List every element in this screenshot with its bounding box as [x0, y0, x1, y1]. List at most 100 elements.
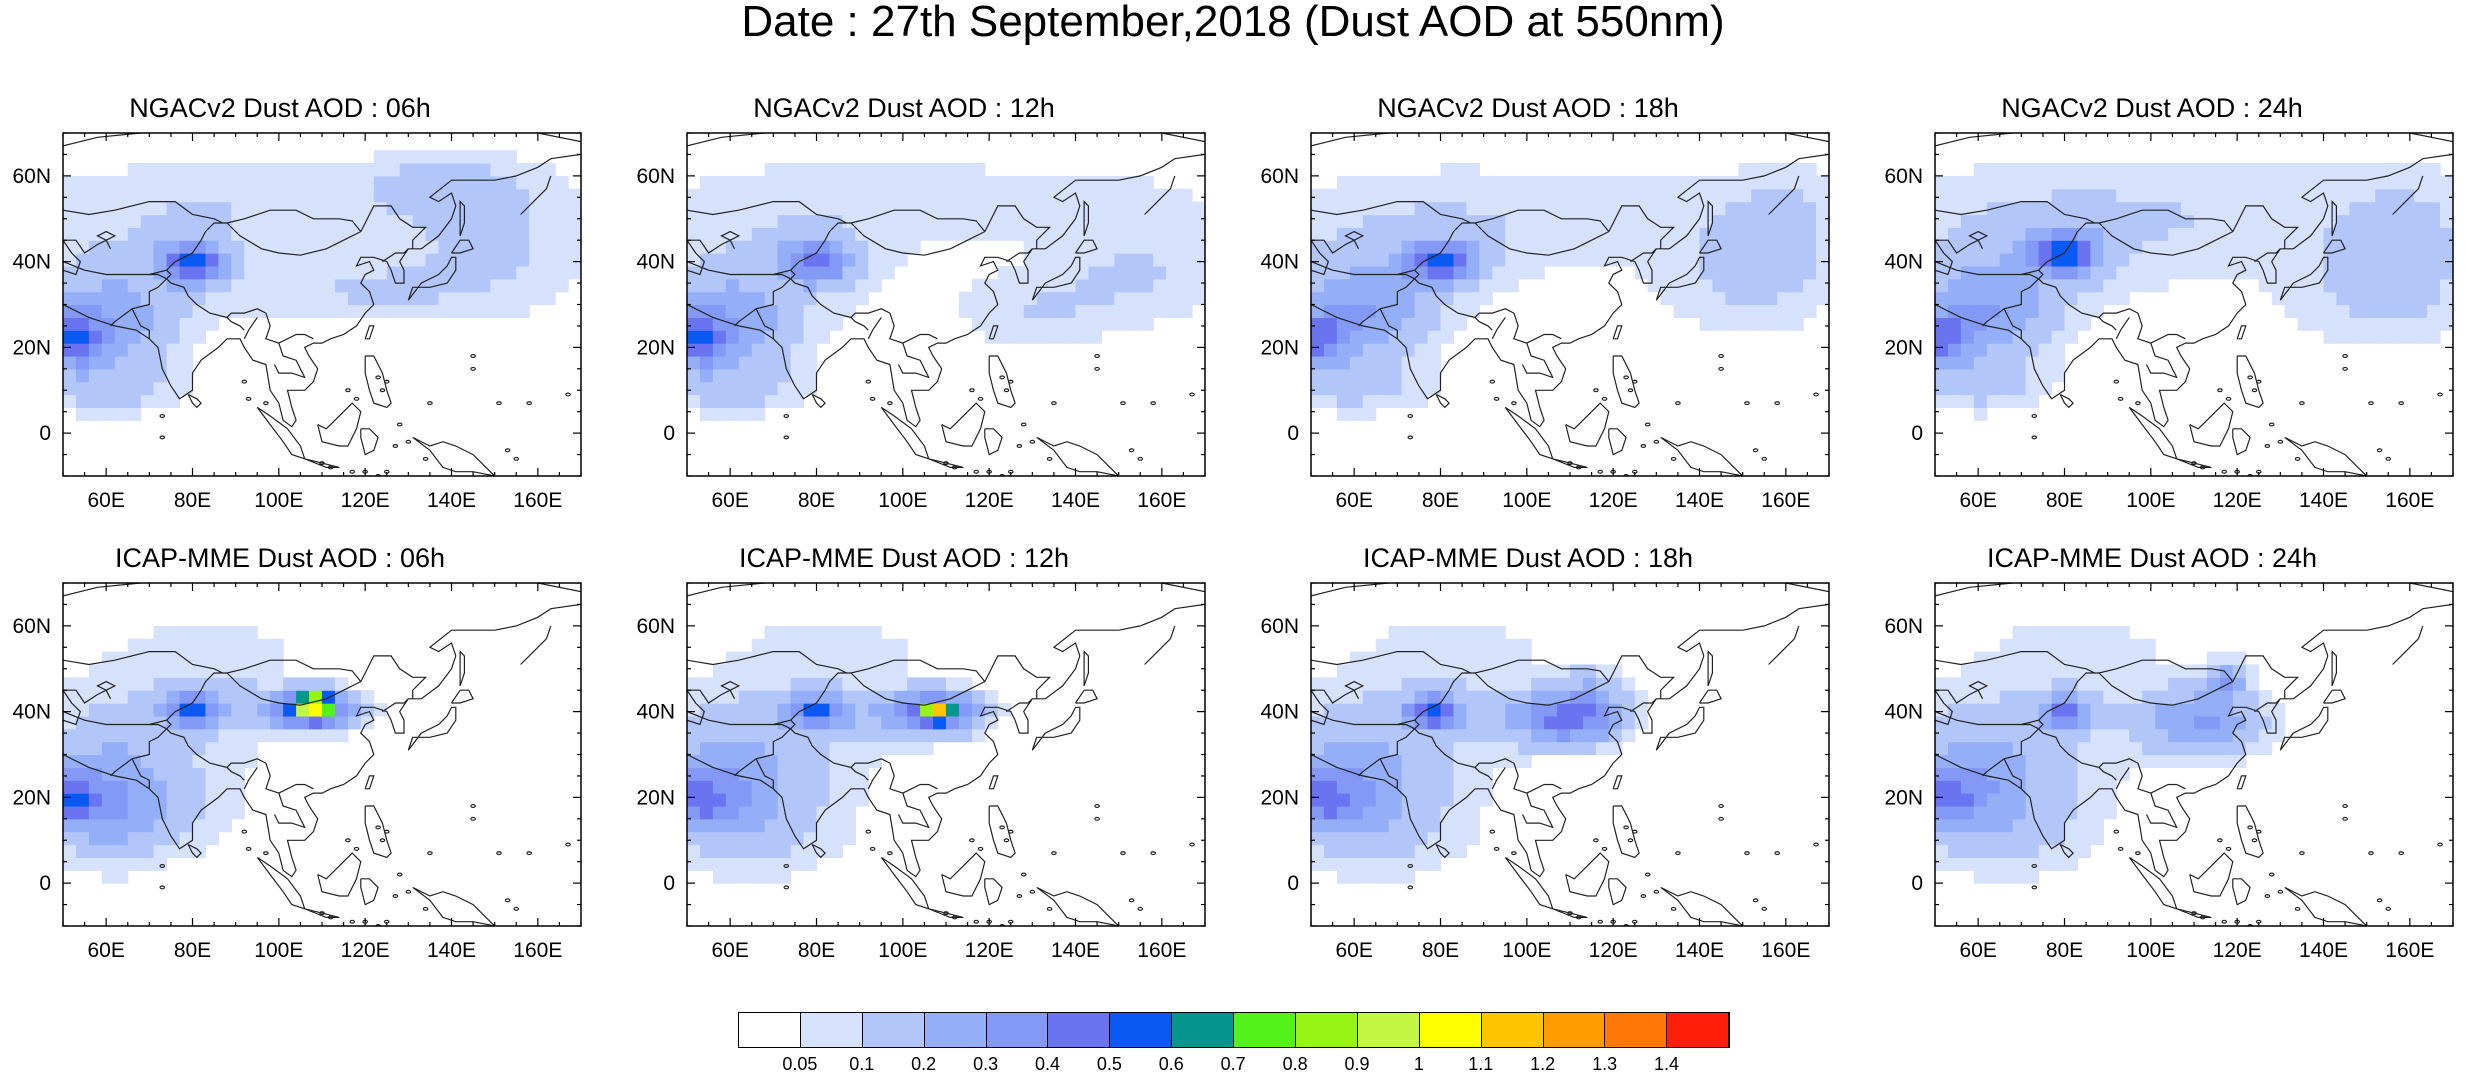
aod-cell	[1414, 754, 1429, 768]
aod-cell	[1179, 304, 1193, 318]
aod-cell	[2323, 304, 2338, 318]
aod-cell	[529, 201, 543, 216]
aod-cell	[1595, 175, 1610, 190]
aod-cell	[842, 188, 856, 203]
aod-cell	[1505, 278, 1519, 293]
aod-cell	[1466, 793, 1480, 807]
aod-cell	[1075, 330, 1090, 344]
aod-cell	[2012, 175, 2027, 190]
aod-cell	[283, 703, 297, 717]
aod-cell	[1947, 214, 1962, 228]
aod-cell	[1973, 330, 1988, 344]
aod-cell	[529, 291, 543, 306]
aod-cell	[1023, 317, 1038, 331]
aod-cell	[1362, 291, 1377, 306]
aod-cell	[1362, 188, 1377, 203]
aod-cell	[1947, 677, 1962, 691]
aod-cell	[2077, 253, 2091, 267]
island	[1046, 906, 1053, 911]
aod-cell	[1518, 677, 1532, 691]
aod-cell	[1036, 265, 1051, 280]
aod-cell	[1973, 240, 1988, 254]
aod-cell	[192, 201, 207, 216]
aod-cell	[2051, 857, 2066, 871]
aod-cell	[699, 175, 714, 190]
aod-cell	[1453, 793, 1467, 807]
island	[319, 911, 325, 916]
aod-cell	[1388, 265, 1403, 280]
island	[2299, 851, 2305, 856]
aod-cell	[88, 818, 103, 833]
island	[526, 851, 533, 856]
aod-cell	[2051, 278, 2066, 293]
aod-cell	[1088, 188, 1102, 203]
aod-cell	[1647, 227, 1662, 241]
aod-cell	[2038, 780, 2053, 794]
island	[1718, 366, 1724, 371]
coastline	[364, 805, 392, 859]
aod-cell	[1790, 304, 1804, 318]
aod-cell	[438, 265, 453, 280]
aod-cell	[2064, 330, 2079, 344]
aod-cell	[1427, 368, 1442, 383]
aod-cell	[1375, 355, 1390, 370]
aod-cell	[868, 227, 882, 241]
island	[2135, 401, 2141, 406]
aod-cell	[114, 240, 129, 254]
aod-cell	[2440, 175, 2453, 190]
aod-cell	[1712, 214, 1726, 228]
aod-cell	[1777, 175, 1791, 190]
aod-cell	[2310, 214, 2325, 228]
aod-cell	[725, 651, 740, 666]
aod-cell	[101, 831, 116, 846]
aod-cell	[1453, 741, 1467, 756]
aod-cell	[1790, 240, 1804, 254]
aod-cell	[1947, 381, 1962, 396]
aod-cell	[1505, 253, 1519, 267]
aod-cell	[751, 368, 766, 383]
aod-cell	[529, 188, 543, 203]
coastline	[1935, 711, 2044, 777]
aod-cell	[2245, 265, 2260, 280]
aod-cell	[1764, 291, 1778, 306]
aod-cell	[270, 201, 284, 216]
aod-cell	[2103, 651, 2117, 666]
aod-cell	[971, 291, 986, 306]
aod-cell	[687, 188, 701, 203]
coastline	[1474, 316, 1493, 331]
island	[353, 846, 360, 851]
aod-cell	[2414, 201, 2428, 216]
aod-cell	[1440, 690, 1455, 704]
aod-cell	[712, 240, 727, 254]
aod-cell	[399, 291, 414, 306]
aod-cell	[75, 780, 90, 794]
aod-cell	[1414, 343, 1429, 357]
aod-cell	[1777, 227, 1791, 241]
aod-cell	[1999, 163, 2014, 177]
aod-cell	[803, 368, 818, 383]
coastline	[850, 209, 986, 232]
aod-cell	[1349, 188, 1364, 203]
aod-cell	[2038, 818, 2053, 833]
aod-cell	[2297, 278, 2312, 293]
aod-cell	[244, 741, 258, 756]
lat-tick-label: 20N	[12, 336, 51, 359]
aod-cell	[2388, 291, 2402, 306]
aod-cell	[179, 175, 194, 190]
aod-cell	[2090, 767, 2104, 781]
aod-cell	[2245, 728, 2260, 743]
coastline	[63, 650, 223, 674]
aod-cell	[687, 291, 701, 306]
aod-cell	[1999, 664, 2014, 678]
aod-cell	[1075, 253, 1090, 267]
aod-cell	[1479, 754, 1493, 768]
coastline	[1474, 209, 1610, 232]
aod-cell	[2025, 188, 2040, 203]
lat-tick-label: 40N	[1260, 251, 1299, 274]
aod-cell	[2025, 625, 2040, 640]
aod-cell	[868, 253, 882, 267]
aod-cell	[296, 677, 310, 691]
aod-cell	[192, 793, 207, 807]
aod-cell	[1101, 317, 1115, 331]
aod-cell	[2336, 163, 2350, 177]
